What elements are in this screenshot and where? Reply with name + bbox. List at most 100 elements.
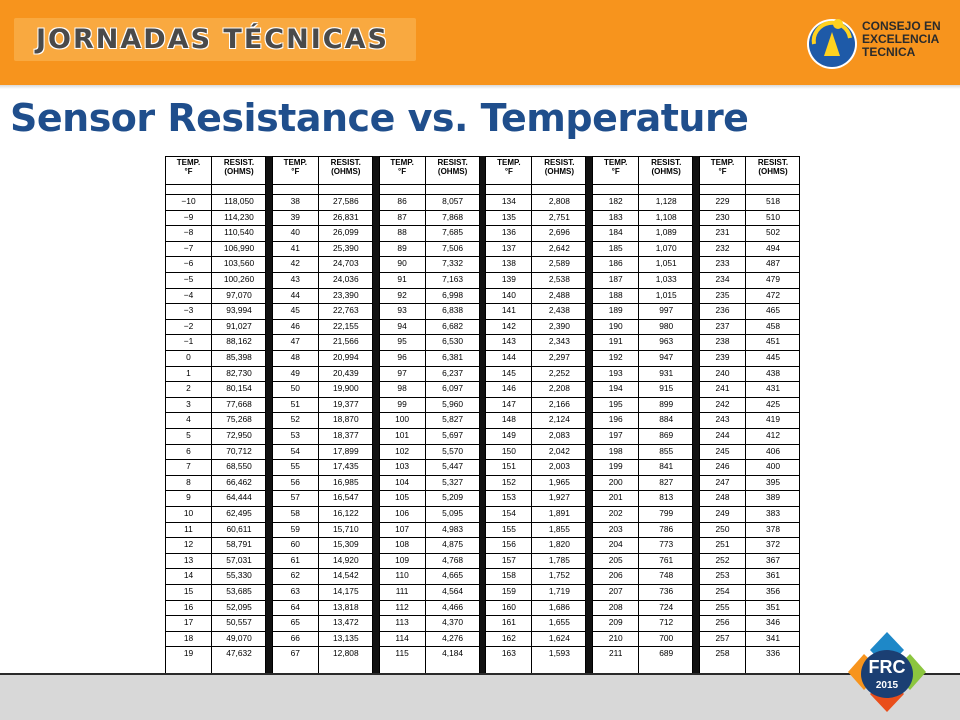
resist-cell: 406 [766,445,780,456]
table-row: 229 518 [700,194,799,210]
temp-cell: 187 [608,274,623,284]
resist-cell: 336 [766,648,780,659]
temp-cell: 241 [715,383,730,394]
table-row: 18 49,070 [166,630,265,647]
temp-cell: 55 [290,461,300,472]
table-row: 50 19,900 [272,381,372,397]
resist-cell: 425 [766,398,780,409]
temp-cell: −3 [183,305,194,316]
resist-cell: 13,135 [332,632,359,643]
header-temp-line-1: TEMP. [176,158,201,167]
temp-cell: 198 [608,445,623,456]
header-temp-line-1: TEMP. [497,158,521,167]
table-row: 56 16,985 [272,474,372,491]
resist-cell: 4,875 [442,539,464,550]
table-row: 46 22,155 [272,318,372,335]
temp-cell: 141 [501,305,516,316]
resist-cell: 80,154 [226,383,252,394]
table-row: 42 24,703 [272,256,372,272]
temp-cell: 194 [608,383,623,394]
resist-cell: 438 [766,367,780,378]
resist-cell: 351 [766,601,780,612]
header-temp-line-2: °F [398,166,407,176]
temp-cell: 159 [501,586,516,596]
temp-cell: 208 [608,601,623,612]
table-row: 195 899 [593,396,693,413]
table-row: 207 736 [593,584,693,600]
resist-cell: 378 [766,523,780,534]
temp-cell: 204 [608,539,623,550]
table-row: 99 5,960 [379,396,479,413]
temp-cell: 229 [715,196,730,206]
table-row: 190 980 [593,318,693,335]
temp-cell: 38 [290,196,300,206]
resist-cell: 2,589 [548,258,570,269]
table-row: 61 14,920 [272,552,372,569]
table-row: 113 4,370 [379,615,479,631]
table-row: 53 18,377 [272,428,372,444]
resist-cell: 899 [659,398,674,409]
header-resist-line-2: (OHMS) [331,166,361,176]
temp-cell: 258 [715,648,730,659]
table-row: 7 68,550 [166,459,265,475]
resist-cell: 6,381 [442,352,464,362]
resist-cell: 16,547 [332,492,359,503]
table-row: 106 5,095 [379,506,479,522]
resist-cell: 356 [766,586,780,596]
frc-2015-badge-icon: FRC 2015 [848,632,926,712]
resist-cell: 1,927 [548,492,570,503]
temp-cell: 61 [290,554,300,565]
temp-cell: 44 [290,289,300,300]
temp-cell: −6 [183,258,194,269]
logo-text: CONSEJO EN EXCELENCIA TECNICA [862,20,952,59]
temp-cell: −5 [183,274,194,284]
table-row: 143 2,343 [486,334,586,350]
resist-cell: 963 [659,336,674,347]
resist-cell: 712 [659,617,674,628]
table-row: 16 52,095 [166,599,265,616]
temp-cell: 185 [608,242,623,253]
temp-cell: 102 [395,445,410,456]
temp-cell: 4 [186,414,191,425]
table-row: 65 13,472 [272,615,372,631]
temp-cell: 246 [715,461,730,472]
resist-cell: 52,095 [226,601,252,612]
resist-cell: 68,550 [226,461,252,472]
header-temp-line-1: TEMP. [710,158,735,167]
temp-cell: 156 [501,539,516,550]
resist-cell: 2,042 [548,445,570,456]
resist-cell: 1,965 [548,476,570,487]
header-temp: TEMP. °F [700,158,745,176]
temp-cell: 43 [290,274,300,284]
resist-cell: 2,252 [548,367,570,378]
temp-cell: 138 [501,258,516,269]
resist-cell: 26,099 [332,227,359,238]
temp-cell: 106 [395,508,410,518]
temp-cell: 184 [608,227,623,238]
resist-cell: 431 [766,383,780,394]
table-row: 234 479 [700,272,799,288]
column-divider [745,157,746,674]
temp-cell: 12 [183,539,194,550]
temp-cell: 197 [608,430,623,440]
table-row: 13 57,031 [166,552,265,569]
table-row: 87 7,868 [379,209,479,226]
temp-cell: 7 [186,461,191,472]
resist-cell: 2,642 [548,242,570,253]
resist-cell: 1,752 [548,570,570,581]
resist-cell: 103,560 [223,258,255,269]
temp-cell: 108 [395,539,410,550]
table-row: 256 346 [700,615,799,631]
resist-cell: 22,155 [332,320,359,331]
table-row: 91 7,163 [379,272,479,288]
header-temp: TEMP. °F [593,158,638,176]
temp-cell: 13 [183,554,194,565]
table-row: 156 1,820 [486,537,586,553]
temp-cell: 3 [186,398,191,409]
temp-cell: 160 [501,601,516,612]
table-row: 38 27,586 [272,194,372,210]
column-divider [211,157,212,674]
temp-cell: −10 [181,196,196,206]
temp-cell: 40 [290,227,300,238]
temp-cell: 210 [608,632,623,643]
